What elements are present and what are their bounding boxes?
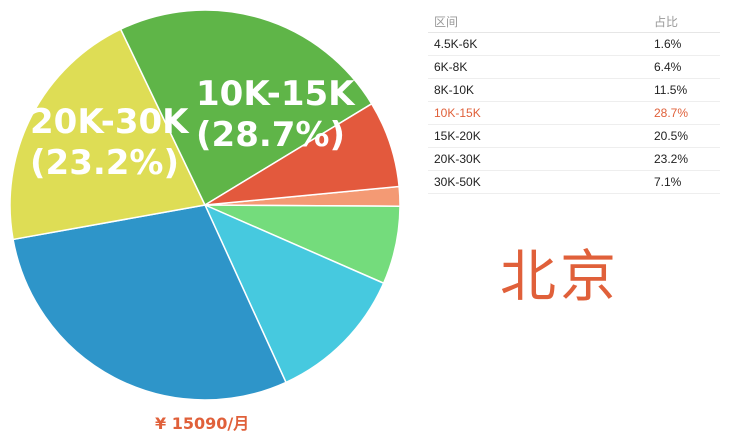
row-range: 6K-8K	[434, 60, 468, 74]
distribution-table: 区间 占比 4.5K-6K 1.6% 6K-8K 6.4% 8K-10K 11.…	[428, 10, 720, 194]
row-share: 7.1%	[654, 175, 682, 189]
pie-slice-30k-50k	[204, 102, 400, 206]
average-salary: ¥ 15090/月	[155, 414, 250, 433]
row-share: 28.7%	[654, 106, 689, 120]
row-share: 6.4%	[654, 60, 682, 74]
pie-slice-15k-20k	[9, 28, 207, 241]
header-range: 区间	[434, 14, 459, 29]
row-share: 11.5%	[654, 83, 688, 97]
row-range: 30K-50K	[434, 175, 481, 189]
row-range: 15K-20K	[434, 129, 481, 143]
row-range: 10K-15K	[434, 106, 481, 120]
table-header: 区间 占比	[428, 10, 720, 33]
table-row-highlighted: 10K-15K 28.7%	[428, 102, 720, 125]
city-name: 北京	[500, 245, 620, 310]
table-row: 15K-20K 20.5%	[428, 125, 720, 148]
table-row: 20K-30K 23.2%	[428, 148, 720, 171]
table-row: 4.5K-6K 1.6%	[428, 33, 720, 56]
pie-slice-10k-15k	[12, 204, 287, 401]
row-range: 20K-30K	[434, 152, 481, 166]
row-share: 1.6%	[654, 37, 682, 51]
table-row: 30K-50K 7.1%	[428, 171, 720, 194]
pie-slice-20k-30k	[119, 9, 373, 207]
row-share: 23.2%	[654, 152, 689, 166]
table-row: 8K-10K 11.5%	[428, 79, 720, 102]
row-range: 4.5K-6K	[434, 37, 478, 51]
row-share: 20.5%	[654, 129, 689, 143]
pie-chart: 10K-15K (28.7%) 20K-30K (23.2%) ¥ 15090/…	[9, 9, 401, 433]
row-range: 8K-10K	[434, 83, 475, 97]
header-share: 占比	[654, 14, 679, 29]
pie-slice-8k-10k	[203, 203, 385, 384]
pie-chart-svg: 10K-15K (28.7%) 20K-30K (23.2%)	[9, 9, 401, 401]
label-10k-15k-line1: 10K-15K	[196, 74, 356, 114]
table-row: 6K-8K 6.4%	[428, 56, 720, 79]
label-20k-30k-line2: (23.2%)	[30, 143, 179, 183]
label-20k-30k-line1: 20K-30K	[30, 102, 190, 142]
label-10k-15k-line2: (28.7%)	[196, 115, 345, 155]
